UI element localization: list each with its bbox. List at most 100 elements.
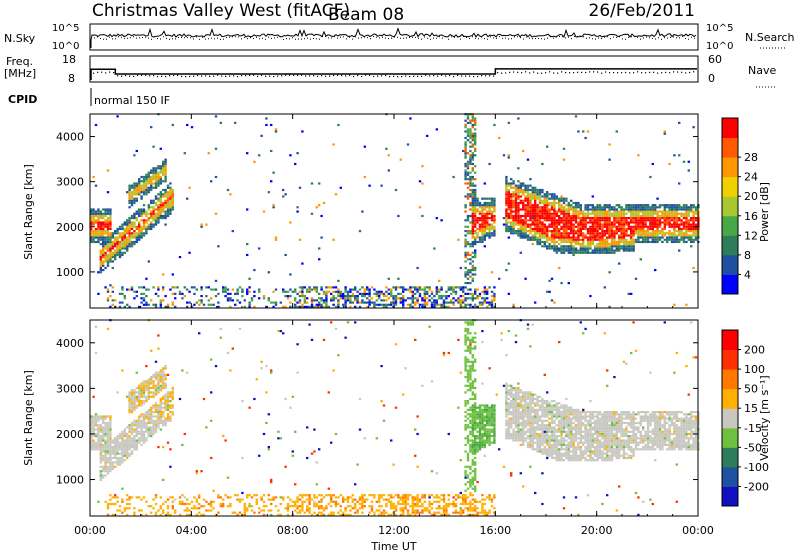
heatmap-cell bbox=[558, 230, 561, 233]
heatmap-cell bbox=[344, 507, 347, 510]
heatmap-cell bbox=[90, 217, 93, 220]
heatmap-cell bbox=[133, 408, 136, 411]
heatmap-cell bbox=[459, 509, 462, 512]
heatmap-cell bbox=[471, 509, 474, 512]
heatmap-cell bbox=[315, 496, 318, 499]
heatmap-cell bbox=[397, 500, 400, 503]
heatmap-cell bbox=[687, 221, 690, 224]
heatmap-cell bbox=[157, 193, 160, 196]
heatmap-cell bbox=[639, 206, 642, 209]
heatmap-cell bbox=[668, 214, 671, 218]
heatmap-cell bbox=[109, 217, 112, 220]
heatmap-cell bbox=[514, 223, 518, 226]
heatmap-cell bbox=[94, 435, 98, 438]
heatmap-cell bbox=[529, 214, 532, 218]
heatmap-cell bbox=[159, 402, 162, 405]
heatmap-cell bbox=[270, 481, 273, 484]
heatmap-cell bbox=[522, 193, 525, 196]
heatmap-cell bbox=[126, 225, 129, 228]
heatmap-cell bbox=[656, 240, 659, 244]
heatmap-cell bbox=[188, 513, 191, 516]
heatmap-cell bbox=[102, 212, 105, 215]
heatmap-cell bbox=[666, 214, 669, 218]
heatmap-cell bbox=[613, 206, 616, 209]
heatmap-cell bbox=[493, 208, 496, 211]
heatmap-cell bbox=[140, 188, 143, 192]
heatmap-cell bbox=[375, 303, 378, 306]
heatmap-cell bbox=[157, 411, 160, 414]
heatmap-cell bbox=[550, 193, 554, 196]
heatmap-cell bbox=[560, 227, 563, 231]
heatmap-cell bbox=[654, 240, 657, 244]
heatmap-cell bbox=[140, 191, 143, 194]
heatmap-cell bbox=[154, 217, 158, 220]
heatmap-cell bbox=[488, 227, 491, 231]
heatmap-cell bbox=[610, 208, 614, 211]
heatmap-cell bbox=[430, 297, 434, 300]
heatmap-cell bbox=[445, 301, 448, 304]
heatmap-cell bbox=[618, 249, 621, 252]
heatmap-cell bbox=[538, 206, 542, 209]
heatmap-cell bbox=[123, 232, 126, 235]
heatmap-cell bbox=[471, 295, 474, 298]
heatmap-cell bbox=[651, 234, 654, 237]
heatmap-cell bbox=[579, 247, 582, 250]
heatmap-cell bbox=[656, 212, 659, 215]
heatmap-cell bbox=[111, 286, 114, 289]
heatmap-cell bbox=[375, 295, 378, 298]
heatmap-cell bbox=[466, 376, 470, 379]
heatmap-cell bbox=[514, 219, 518, 222]
heatmap-cell bbox=[351, 292, 354, 295]
heatmap-cell bbox=[320, 297, 323, 300]
heatmap-cell bbox=[426, 297, 429, 300]
heatmap-cell bbox=[130, 184, 134, 187]
heatmap-cell bbox=[685, 204, 688, 207]
heatmap-cell bbox=[546, 210, 549, 213]
heatmap-cell bbox=[409, 513, 412, 516]
heatmap-cell bbox=[658, 230, 662, 233]
heatmap-cell bbox=[322, 299, 326, 302]
heatmap-cell bbox=[99, 234, 102, 237]
heatmap-cell bbox=[416, 286, 419, 289]
heatmap-cell bbox=[116, 249, 119, 252]
heatmap-cell bbox=[90, 419, 93, 422]
heatmap-cell bbox=[471, 365, 474, 368]
heatmap-cell bbox=[440, 288, 443, 291]
heatmap-cell bbox=[534, 191, 537, 194]
heatmap-cell bbox=[109, 437, 112, 440]
heatmap-cell bbox=[639, 225, 642, 228]
heatmap-cell bbox=[469, 321, 472, 324]
heatmap-cell bbox=[243, 505, 246, 508]
heatmap-cell bbox=[99, 225, 102, 228]
heatmap-cell bbox=[157, 178, 160, 181]
heatmap-cell bbox=[469, 158, 472, 161]
heatmap-cell bbox=[622, 223, 626, 226]
heatmap-cell bbox=[694, 217, 698, 220]
heatmap-cell bbox=[582, 247, 585, 250]
heatmap-cell bbox=[130, 288, 134, 291]
heatmap-cell bbox=[529, 197, 532, 200]
heatmap-cell bbox=[94, 417, 98, 420]
heatmap-cell bbox=[236, 299, 239, 302]
heatmap-cell bbox=[231, 230, 234, 233]
heatmap-cell bbox=[310, 212, 314, 215]
heatmap-cell bbox=[130, 191, 134, 194]
heatmap-cell bbox=[123, 247, 126, 250]
heatmap-cell bbox=[536, 236, 539, 239]
heatmap-cell bbox=[529, 201, 532, 205]
heatmap-cell bbox=[558, 214, 561, 218]
heatmap-cell bbox=[442, 301, 446, 304]
heatmap-cell bbox=[313, 502, 316, 506]
heatmap-cell bbox=[349, 513, 352, 516]
heatmap-cell bbox=[380, 494, 383, 497]
heatmap-cell bbox=[690, 206, 693, 209]
heatmap-cell bbox=[582, 240, 585, 244]
heatmap-cell bbox=[656, 236, 659, 239]
heatmap-cell bbox=[135, 446, 138, 449]
heatmap-cell bbox=[466, 502, 470, 506]
heatmap-cell bbox=[414, 509, 417, 512]
heatmap-cell bbox=[166, 393, 170, 396]
heatmap-cell bbox=[486, 290, 489, 293]
heatmap-cell bbox=[474, 178, 477, 181]
heatmap-cell bbox=[128, 206, 131, 209]
